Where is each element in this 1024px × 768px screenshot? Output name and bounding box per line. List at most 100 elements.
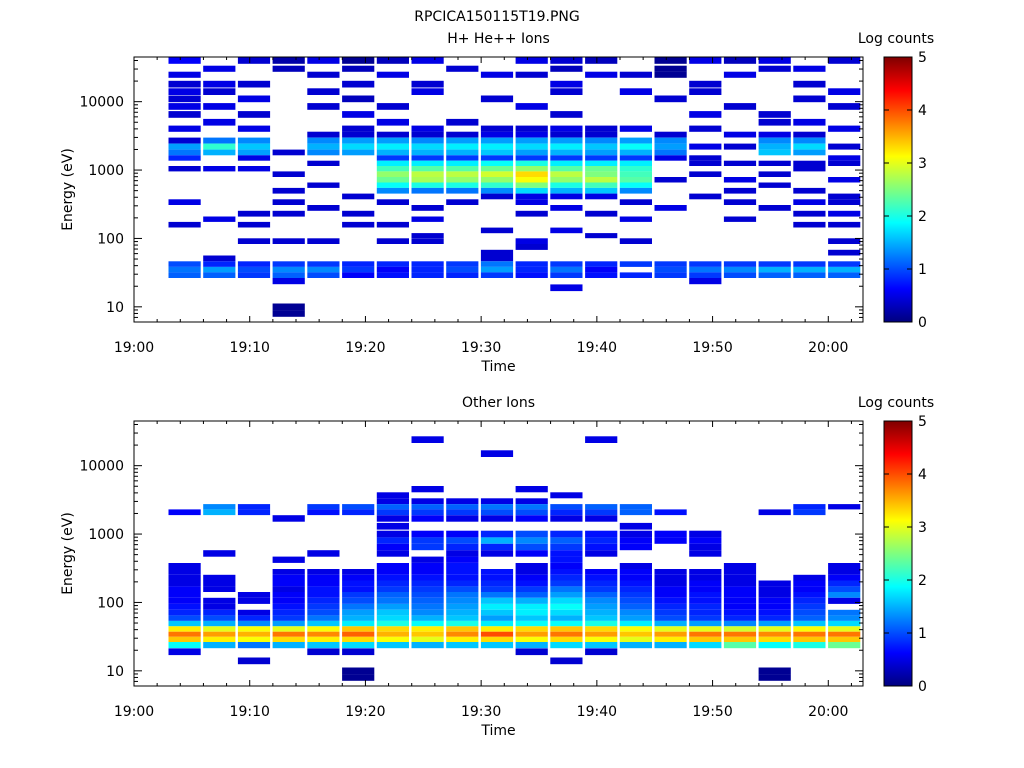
heatmap-cell (689, 626, 722, 632)
heatmap-cell (168, 509, 201, 516)
heatmap-cell (515, 537, 548, 544)
heatmap-cell (758, 642, 791, 649)
heatmap-cell (168, 95, 201, 103)
colorbar-label: Log counts (858, 31, 934, 47)
heatmap-cell (689, 574, 722, 581)
heatmap-cell (272, 609, 305, 616)
heatmap-cell (654, 131, 687, 138)
heatmap-cell (411, 261, 444, 267)
heatmap-cell (654, 604, 687, 610)
heatmap-cell (550, 586, 583, 592)
colorbar-tick-label: 4 (918, 103, 927, 119)
heatmap-cell (585, 160, 618, 166)
heatmap-cell (411, 556, 444, 563)
heatmap-cell (585, 631, 618, 637)
heatmap-cell (758, 57, 791, 64)
heatmap-cell (480, 615, 514, 621)
heatmap-cell (585, 515, 618, 522)
heatmap-cell (411, 166, 444, 172)
heatmap-cell (758, 597, 791, 604)
heatmap-cell (480, 227, 514, 234)
panel-h-he-ions: 19:00 19:10 19:20 19:30 19:40 19:50 20:00 1010… (60, 31, 934, 375)
colorbar-tick-label: 2 (918, 573, 927, 589)
heatmap-cell (272, 171, 305, 177)
heatmap-cell (376, 550, 409, 557)
heatmap-cell (307, 509, 340, 516)
heatmap-cell (550, 574, 583, 581)
heatmap-cell (793, 131, 826, 138)
heatmap-cell (307, 580, 340, 587)
heatmap-cell (342, 504, 375, 510)
heatmap-cell (203, 586, 236, 592)
heatmap-cell (307, 642, 340, 649)
heatmap-cell (272, 187, 305, 194)
heatmap-cell (550, 504, 583, 510)
heatmap-cell (723, 187, 757, 194)
heatmap-cell (411, 631, 444, 637)
heatmap-cell (515, 160, 548, 166)
heatmap-cell (237, 210, 271, 217)
heatmap-cell (480, 149, 514, 156)
heatmap-cell (446, 199, 479, 205)
heatmap-cell (411, 88, 444, 95)
heatmap-cell (585, 597, 618, 604)
heatmap-cell (793, 631, 826, 637)
x-axis-label: Time (480, 723, 515, 739)
heatmap-cell (237, 504, 271, 510)
heatmap-cell (376, 171, 409, 177)
heatmap-cell (828, 615, 861, 621)
heatmap-cell (550, 657, 583, 665)
heatmap-cell (723, 177, 757, 183)
heatmap-cell (550, 509, 583, 516)
heatmap-cell (654, 530, 687, 538)
heatmap-cell (272, 199, 305, 205)
heatmap-cell (723, 615, 757, 621)
heatmap-cell (446, 592, 479, 598)
heatmap-cell (585, 609, 618, 616)
heatmap-cell (411, 143, 444, 150)
heatmap-cell (342, 143, 375, 150)
heatmap-cell (446, 187, 479, 194)
colorbar-tick-label: 1 (918, 626, 927, 642)
heatmap-cell (168, 71, 201, 78)
heatmap-cell (237, 626, 271, 632)
heatmap-cell (411, 182, 444, 188)
heatmap-cell (585, 615, 618, 621)
y-axis: 10 100 1000 10000 (79, 59, 863, 323)
heatmap-cell (723, 266, 757, 273)
heatmap-cell (828, 580, 861, 587)
heatmap-cell (168, 597, 201, 604)
heatmap-cell (411, 569, 444, 575)
x-tick-label: 19:30 (461, 704, 501, 720)
heatmap-cell (307, 550, 340, 557)
heatmap-cell (411, 509, 444, 516)
heatmap-cell (723, 574, 757, 581)
heatmap-cell (585, 187, 618, 194)
heatmap-cell (758, 149, 791, 156)
heatmap-cell (307, 620, 340, 627)
heatmap-cell (515, 626, 548, 632)
heatmap-cell (515, 238, 548, 244)
heatmap-cell (376, 592, 409, 598)
heatmap-cell (828, 143, 861, 150)
heatmap-cell (480, 255, 514, 262)
heatmap-cell (758, 580, 791, 587)
heatmap-cell (723, 586, 757, 592)
heatmap-cell (272, 574, 305, 581)
heatmap-cell (446, 166, 479, 172)
heatmap-cell (446, 171, 479, 177)
heatmap-cell (515, 631, 548, 637)
heatmap-cell (168, 88, 201, 95)
x-tick-label: 19:30 (461, 340, 501, 356)
heatmap-cell (515, 604, 548, 610)
colorbar-tick-label: 4 (918, 467, 927, 483)
heatmap-cell (342, 642, 375, 649)
heatmap-cell (376, 199, 409, 205)
heatmap-cell (168, 111, 201, 118)
heatmap-cell (237, 272, 271, 278)
heatmap-cell (793, 574, 826, 581)
y-tick-label: 10000 (79, 95, 124, 111)
heatmap-cell (411, 131, 444, 138)
heatmap-cell (272, 586, 305, 592)
heatmap-cell (411, 580, 444, 587)
